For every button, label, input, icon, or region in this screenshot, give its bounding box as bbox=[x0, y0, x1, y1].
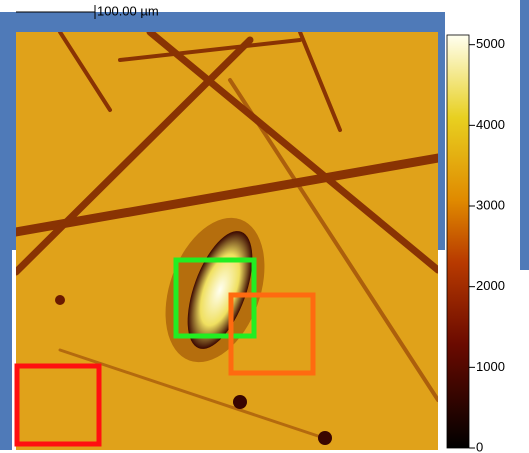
tick-label: 0 bbox=[476, 439, 483, 453]
tick-label: 5000 bbox=[476, 36, 505, 51]
micrograph bbox=[16, 32, 438, 450]
tick-label: 4000 bbox=[476, 117, 505, 132]
tick-label: 3000 bbox=[476, 197, 505, 212]
frame bbox=[520, 0, 529, 270]
tick-label: 1000 bbox=[476, 359, 505, 374]
scale-bar-label: 100.00 µm bbox=[97, 3, 159, 18]
screen: 100.00 µm 0 1000 2000 3000 4000 5000 bbox=[0, 0, 529, 453]
frame bbox=[0, 12, 12, 450]
tick-label: 2000 bbox=[476, 278, 505, 293]
colorbar bbox=[447, 35, 469, 448]
